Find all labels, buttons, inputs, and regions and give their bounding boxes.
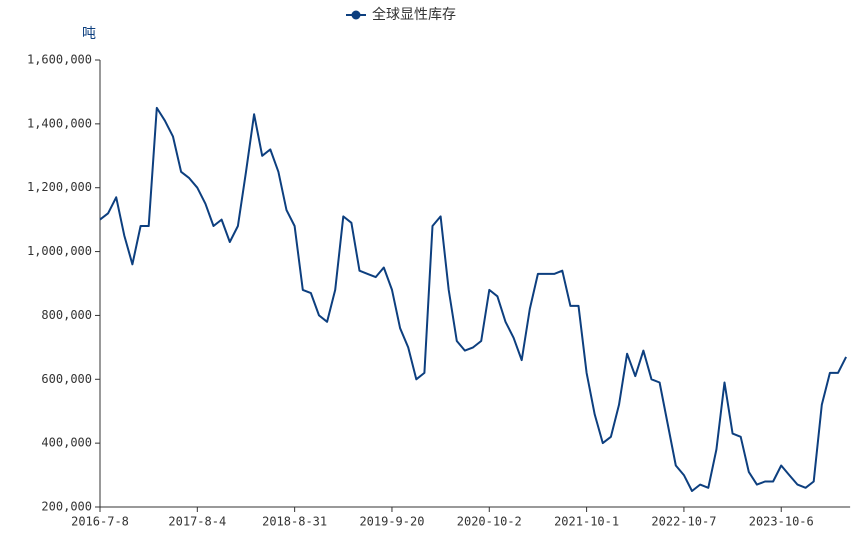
- y-tick-label: 1,600,000: [27, 53, 92, 67]
- y-tick-label: 1,000,000: [27, 244, 92, 258]
- y-tick-label: 800,000: [41, 308, 92, 322]
- x-tick-label: 2020-10-2: [457, 515, 522, 529]
- x-tick-label: 2016-7-8: [71, 515, 129, 529]
- y-axis-label: 吨: [82, 26, 96, 42]
- y-tick-label: 600,000: [41, 372, 92, 386]
- y-tick-label: 400,000: [41, 436, 92, 450]
- x-tick-label: 2021-10-1: [554, 515, 619, 529]
- legend-label: 全球显性库存: [372, 6, 456, 23]
- y-tick-label: 200,000: [41, 500, 92, 514]
- data-line: [99, 106, 847, 492]
- y-tick-label: 1,200,000: [27, 180, 92, 194]
- x-tick-label: 2018-8-31: [262, 515, 327, 529]
- legend-marker: [351, 10, 361, 20]
- x-tick-label: 2023-10-6: [749, 515, 814, 529]
- x-tick-label: 2022-10-7: [651, 515, 716, 529]
- y-tick-label: 1,400,000: [27, 116, 92, 130]
- x-tick-label: 2017-8-4: [168, 515, 226, 529]
- x-tick-label: 2019-9-20: [359, 515, 424, 529]
